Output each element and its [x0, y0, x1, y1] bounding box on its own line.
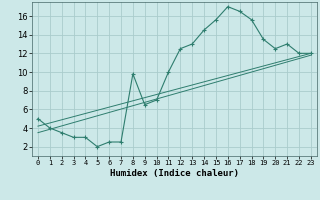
- X-axis label: Humidex (Indice chaleur): Humidex (Indice chaleur): [110, 169, 239, 178]
